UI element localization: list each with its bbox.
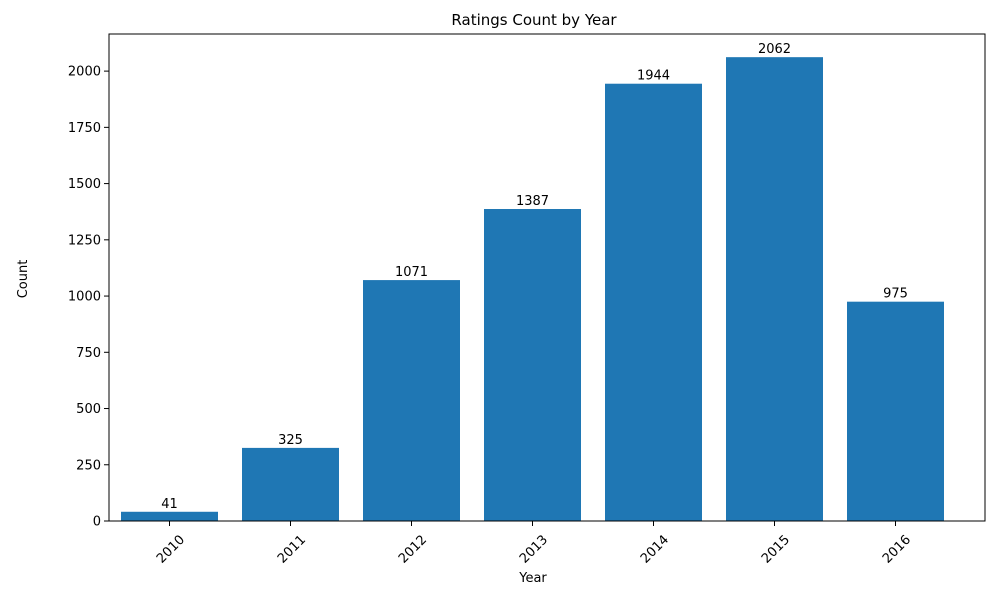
bar-value-labels: 41 325 1071 1387 1944 2062 975: [161, 42, 908, 512]
x-tick-label: 2012: [396, 533, 430, 567]
y-tick-label: 500: [76, 402, 101, 417]
bar-2011: [242, 447, 339, 521]
bar-value-label: 1071: [395, 265, 428, 280]
y-tick-label: 1000: [68, 290, 101, 305]
y-axis-ticks: 0 250 500 750 1000 1250 1500 1750 2000: [68, 65, 109, 530]
x-tick-label: 2010: [154, 533, 188, 567]
x-axis-title: Year: [518, 571, 547, 586]
bar-2013: [484, 209, 581, 522]
bar-2015: [726, 57, 823, 521]
y-tick-label: 0: [93, 515, 101, 530]
x-tick-label: 2015: [759, 533, 793, 567]
bar-value-label: 975: [883, 287, 908, 302]
x-axis-ticks: 2010 2011 2012 2013 2014 2015 2016: [154, 521, 914, 567]
y-tick-label: 2000: [68, 65, 101, 80]
bar-value-label: 325: [278, 433, 303, 448]
y-tick-label: 1500: [68, 177, 101, 192]
bar-value-label: 41: [161, 497, 178, 512]
y-tick-label: 250: [76, 458, 101, 473]
bar-value-label: 1944: [637, 69, 670, 84]
bar-2014: [605, 83, 702, 521]
x-tick-label: 2011: [275, 533, 309, 567]
y-axis-title: Count: [16, 260, 31, 299]
bar-2012: [363, 280, 460, 521]
chart-title: Ratings Count by Year: [451, 11, 617, 29]
x-tick-label: 2016: [880, 533, 914, 567]
y-tick-label: 1750: [68, 121, 101, 136]
bar-2016: [847, 301, 944, 521]
x-tick-label: 2014: [638, 533, 672, 567]
plot-frame: [108, 33, 986, 522]
bar-value-label: 2062: [758, 42, 791, 57]
x-tick-label: 2013: [517, 533, 551, 567]
bar-value-label: 1387: [516, 194, 549, 209]
bar-2010: [121, 511, 218, 521]
y-tick-label: 1250: [68, 233, 101, 248]
bars-group: [121, 57, 944, 522]
y-tick-label: 750: [76, 346, 101, 361]
